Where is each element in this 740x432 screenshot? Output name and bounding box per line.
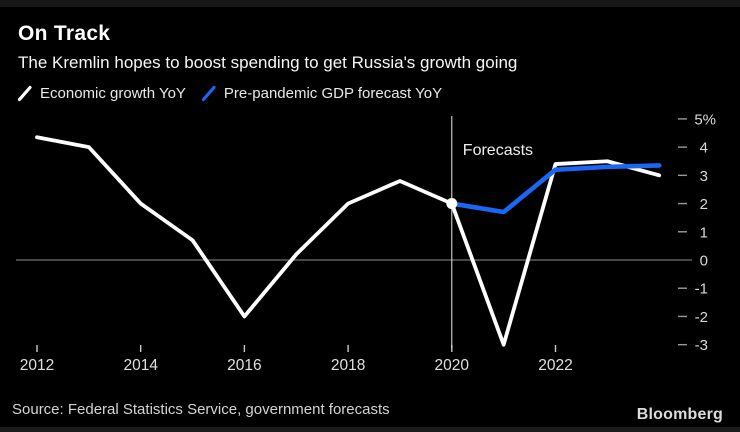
economic-growth-line [35,135,662,347]
chart-title: On Track [18,22,111,45]
top-edge-strip [0,0,740,7]
x-axis-label: 2022 [538,357,572,374]
chart-subtitle: The Kremlin hopes to boost spending to g… [18,53,518,73]
x-axis-label: 2012 [20,357,54,374]
forecast-slash-icon [201,85,216,102]
x-axis-label: 2018 [331,357,365,374]
y-axis-label: 3 [700,168,708,185]
legend-item-forecast: Pre-pandemic GDP forecast YoY [201,85,442,102]
bottom-edge-strip [0,427,740,432]
x-axis-label: 2020 [435,357,470,374]
chart-header: On Track The Kremlin hopes to boost spen… [18,21,517,74]
y-axis-label: -2 [695,309,708,326]
economic-growth-slash-icon [17,85,32,102]
source-note: Source: Federal Statistics Service, gove… [12,401,390,418]
chart-legend: Economic growth YoY Pre-pandemic GDP for… [17,85,442,102]
pre-pandemic-forecast-line [449,163,662,215]
x-axis-label: 2014 [123,357,158,374]
y-axis-label: 4 [700,140,708,157]
y-axis-label: 0 [700,253,708,270]
legend-item-economic-growth: Economic growth YoY [17,85,186,102]
y-axis-label: 5% [694,111,716,128]
bloomberg-logo: Bloomberg [636,406,723,423]
forecasts-annotation: Forecasts [463,142,533,159]
legend-label-forecast: Pre-pandemic GDP forecast YoY [223,85,443,102]
y-axis-label: -3 [695,337,708,354]
y-axis-label: 1 [700,224,708,241]
x-axis-label: 2016 [227,357,261,374]
y-axis-label: -1 [695,281,708,298]
forecast-start-dot [446,198,458,210]
y-axis-label: 2 [700,196,708,213]
legend-label-economic-growth: Economic growth YoY [40,85,186,102]
